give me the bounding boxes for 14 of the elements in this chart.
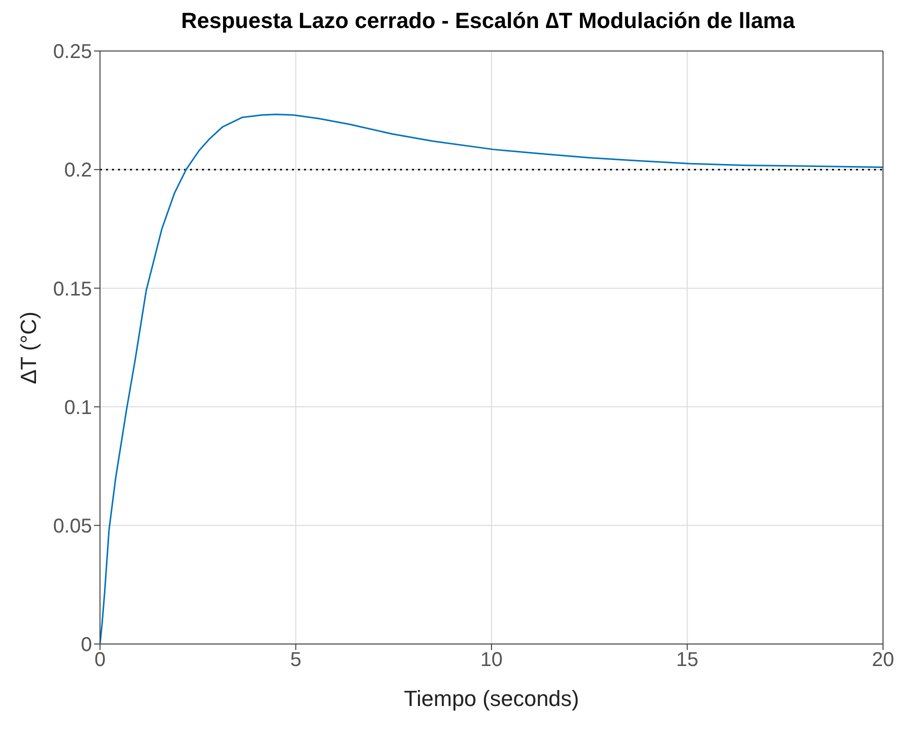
x-tick-label: 0 [94,649,106,672]
y-tick-label: 0.2 [64,160,92,182]
y-tick-label: 0.25 [53,41,92,64]
y-tick-label: 0.1 [64,396,92,419]
y-tick-label: 0.05 [53,516,92,538]
y-axis-title: ∆T (°C) [16,312,41,384]
x-tick-label: 20 [872,649,894,672]
y-tick-label: 0.15 [53,278,92,300]
x-axis-title: Tiempo (seconds) [404,686,580,711]
chart-title: Respuesta Lazo cerrado - Escalón ∆T Modulación de llama [180,8,796,34]
y-tick-label: 0 [80,634,92,656]
x-tick-label: 15 [676,649,698,672]
x-tick-label: 10 [480,649,503,672]
x-tick-label: 5 [290,649,302,672]
